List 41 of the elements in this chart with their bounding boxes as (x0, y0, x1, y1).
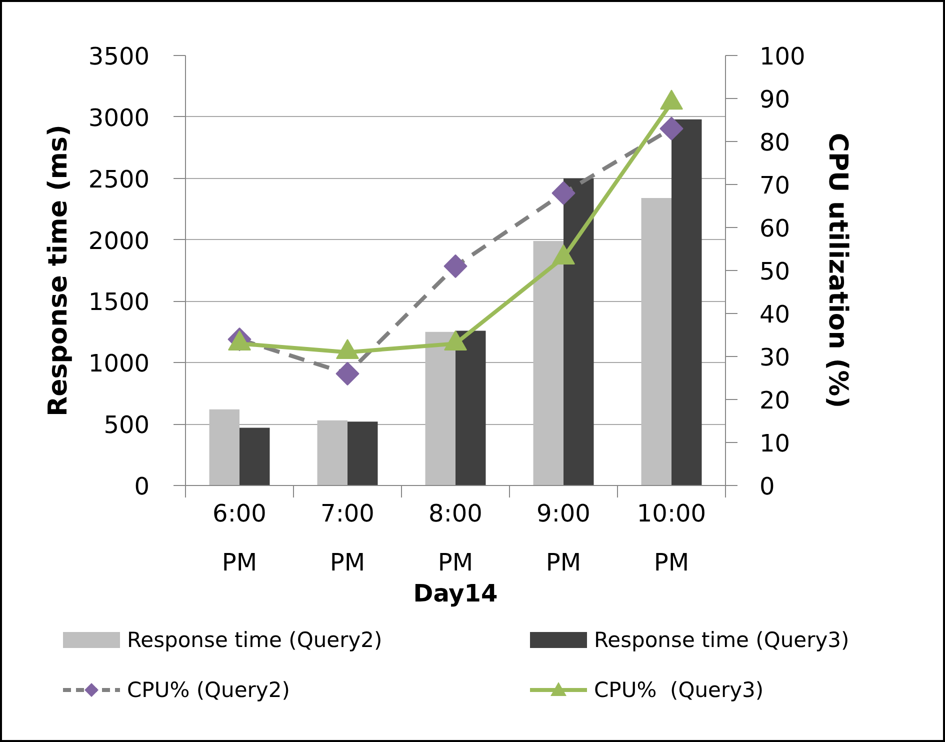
y-tick-label: 1500 (88, 288, 150, 316)
bar (672, 119, 702, 486)
legend-label: Response time (Query2) (127, 627, 382, 653)
y2-tick-label: 90 (760, 86, 790, 114)
x-tick-label: 7:00 PM (320, 500, 374, 576)
bar (564, 178, 594, 486)
y-tick-label: 2500 (88, 165, 150, 194)
y2-tick-label: 40 (760, 300, 790, 328)
y2-tick-label: 30 (760, 344, 790, 372)
x-tick-label: 8:00 PM (428, 500, 482, 576)
x-axis-title: Day14 (413, 580, 498, 608)
y2-tick-label: 70 (760, 172, 790, 200)
y-tick-label: 2000 (88, 226, 150, 255)
legend-label: CPU% (Query2) (127, 677, 290, 703)
y2-tick-label: 50 (760, 258, 790, 286)
bar (533, 241, 564, 486)
bar (317, 420, 348, 486)
y2-tick-label: 60 (760, 214, 790, 242)
y-tick-label: 0 (134, 472, 150, 500)
y2-axis-title: CPU utilization (%) (822, 132, 852, 408)
y-tick-label: 3000 (88, 104, 150, 132)
y2-tick-label: 20 (760, 386, 790, 414)
y-tick-label: 500 (104, 411, 150, 440)
legend-label: Response time (Query3) (594, 627, 850, 653)
y2-tick-label: 80 (760, 128, 790, 156)
y2-tick-label: 100 (760, 42, 806, 70)
legend-label: CPU% (Query3) (594, 677, 764, 703)
x-tick-label: 6:00 PM (212, 500, 266, 576)
bar (209, 409, 240, 486)
bar (641, 198, 672, 486)
bar (456, 330, 486, 486)
y-tick-label: 3500 (88, 42, 150, 70)
y2-tick-label: 10 (760, 430, 790, 458)
x-tick-label: 9:00 PM (536, 500, 590, 576)
bar (348, 422, 378, 486)
bar (425, 332, 456, 486)
y2-tick-label: 0 (760, 472, 775, 500)
y-tick-label: 1000 (88, 350, 150, 378)
x-tick-label: 10:00 PM (636, 500, 706, 576)
y-axis-title: Response time (ms) (43, 124, 74, 416)
bar (240, 428, 270, 486)
